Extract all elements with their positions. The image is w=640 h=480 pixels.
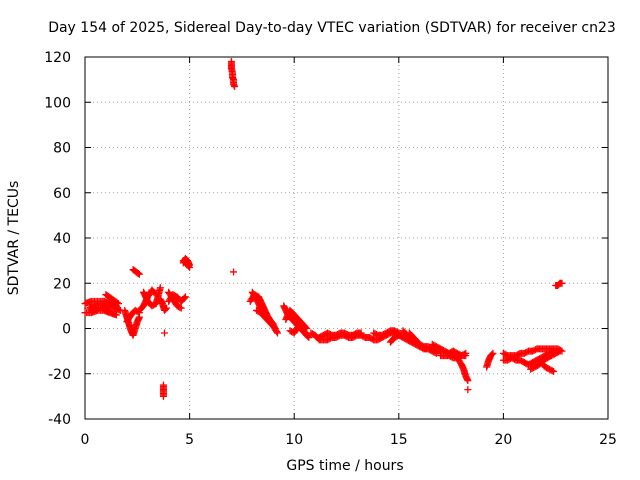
data-point: [160, 329, 168, 337]
data-point: [112, 311, 120, 319]
data-point: [230, 268, 238, 276]
data-point: [177, 304, 185, 312]
data-point: [163, 304, 171, 312]
y-axis-label: SDTVAR / TECUs: [6, 181, 22, 296]
y-tick-label: 120: [44, 50, 71, 66]
data-point: [114, 300, 122, 308]
data-point: [135, 270, 143, 278]
data-point: [460, 350, 468, 358]
y-tick-label: 60: [53, 186, 71, 202]
data-point: [181, 293, 189, 301]
grid: [85, 57, 608, 419]
data-point: [550, 367, 558, 375]
data-point: [302, 330, 310, 338]
data-point: [464, 377, 472, 385]
data-point: [180, 294, 188, 302]
chart-title: Day 154 of 2025, Sidereal Day-to-day VTE…: [48, 20, 616, 36]
data-point: [421, 344, 429, 352]
y-tick-label: 20: [53, 276, 71, 292]
x-tick-label: 20: [494, 432, 512, 448]
axis-ticks: 0 5 10 15 20 25 -40 -20 0 20 40 60 80 100 120: [44, 50, 617, 448]
x-axis-label: GPS time / hours: [286, 458, 403, 474]
data-point: [113, 299, 121, 307]
data-point: [186, 261, 194, 269]
data-point: [558, 279, 566, 287]
y-tick-label: 0: [62, 322, 71, 338]
data-point: [156, 284, 164, 292]
data-point: [488, 351, 496, 359]
y-tick-label: -40: [48, 412, 71, 428]
x-tick-label: 0: [81, 432, 90, 448]
x-tick-label: 10: [285, 432, 303, 448]
x-tick-label: 15: [390, 432, 408, 448]
x-tick-label: 5: [185, 432, 194, 448]
data-point: [357, 329, 365, 337]
y-tick-label: -20: [48, 367, 71, 383]
y-tick-label: 80: [53, 141, 71, 157]
data-point: [554, 348, 562, 356]
data-point: [162, 305, 170, 313]
y-tick-label: 40: [53, 231, 71, 247]
data-point: [462, 349, 470, 357]
data-point: [159, 392, 167, 400]
data-point: [231, 82, 239, 90]
data-point: [273, 328, 281, 336]
x-tick-label: 25: [599, 432, 617, 448]
data-point: [548, 367, 556, 375]
data-point: [273, 329, 281, 337]
data-point: [489, 349, 497, 357]
y-tick-label: 100: [44, 95, 71, 111]
data-point: [303, 331, 311, 339]
data-point: [464, 386, 472, 394]
data-point: [176, 303, 184, 311]
data-point: [556, 347, 564, 355]
data-point: [134, 269, 142, 277]
data-points: [81, 58, 566, 400]
data-point: [422, 345, 430, 353]
